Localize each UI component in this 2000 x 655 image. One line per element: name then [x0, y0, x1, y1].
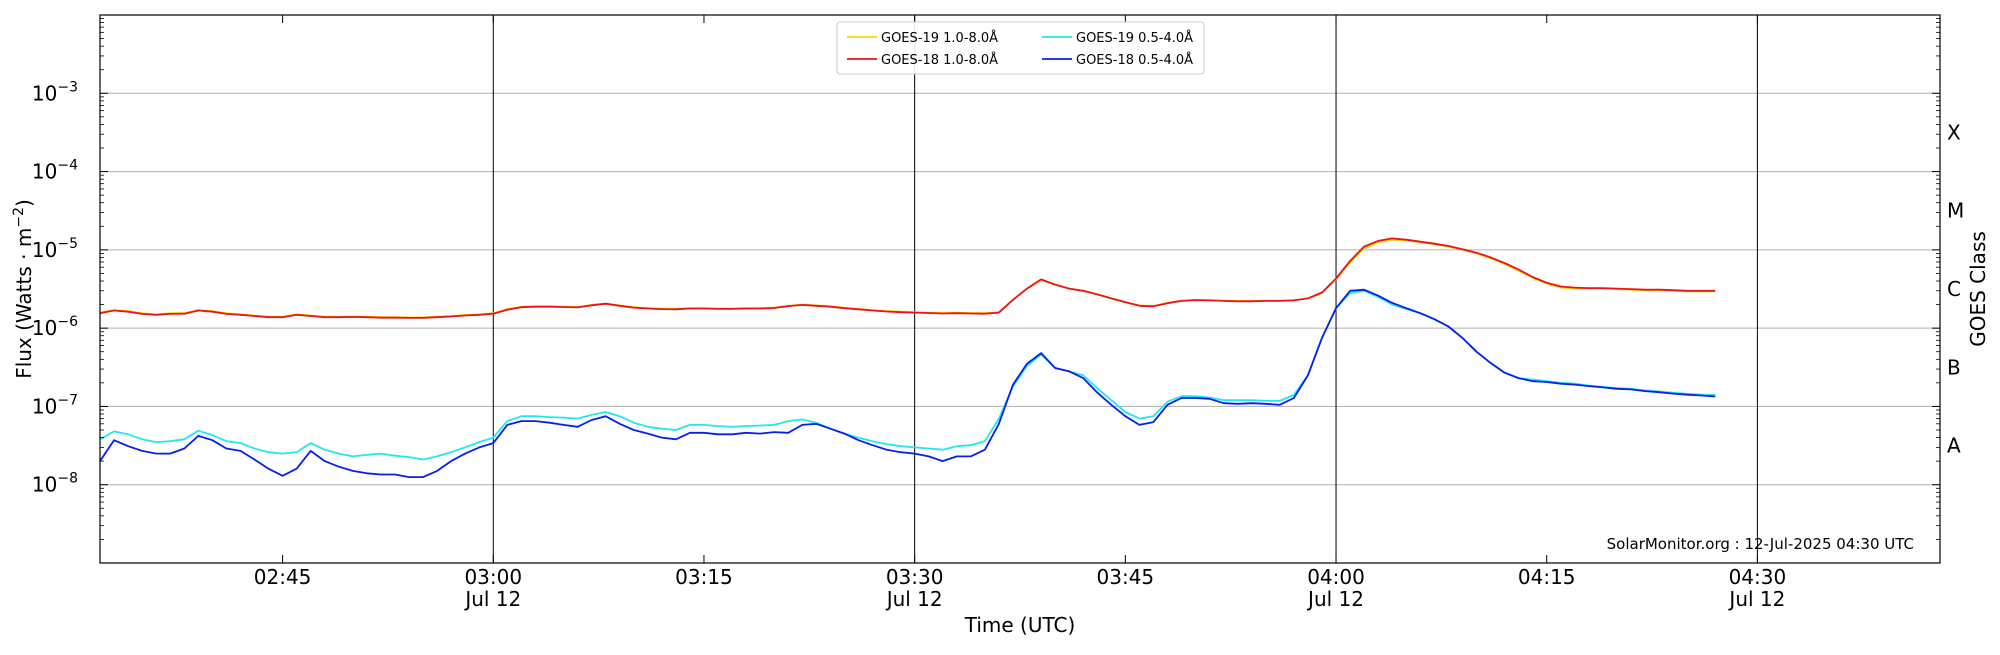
series-line: [99, 288, 1716, 479]
y-axis-label-main: Flux (Watts · m: [12, 228, 36, 379]
x-tick-date-label: Jul 12: [1727, 587, 1785, 611]
goes-class-label: X: [1947, 120, 1961, 144]
y-axis-label-exponent: −2: [11, 207, 27, 228]
y-tick-base: 10: [32, 394, 57, 418]
y-tick-base: 10: [32, 160, 57, 184]
y-tick-exponent: −4: [57, 158, 78, 174]
legend-label: GOES-19 0.5-4.0Å: [1076, 30, 1193, 46]
y-tick-label: 10−3: [32, 79, 78, 105]
y2-axis-label: GOES Class: [1966, 231, 1990, 347]
y-axis-ticks: 10−810−710−610−510−410−3: [32, 18, 1940, 540]
goes-class-label: A: [1947, 434, 1961, 458]
x-tick-label: 04:15: [1518, 565, 1576, 589]
source-annotation: SolarMonitor.org : 12-Jul-2025 04:30 UTC: [1607, 535, 1914, 553]
legend-label: GOES-19 1.0-8.0Å: [881, 30, 998, 46]
grid-lines: [100, 92, 1940, 486]
series-lines: [99, 237, 1716, 479]
series-line: [99, 237, 1716, 319]
goes-class-label: B: [1947, 355, 1961, 379]
y-tick-label: 10−4: [32, 158, 78, 184]
y-tick-base: 10: [32, 316, 57, 340]
y-tick-exponent: −5: [57, 236, 78, 252]
x-tick-label: 04:00: [1307, 565, 1365, 589]
x-tick-date-label: Jul 12: [1306, 587, 1364, 611]
y-tick-label: 10−6: [32, 314, 78, 340]
plot-frame: [99, 14, 1941, 564]
y-tick-base: 10: [32, 473, 57, 497]
x-tick-date-label: Jul 12: [463, 587, 521, 611]
y-tick-exponent: −7: [57, 392, 78, 408]
legend-box: [836, 21, 1205, 75]
x-tick-label: 03:30: [886, 565, 944, 589]
y-tick-label: 10−8: [32, 471, 78, 497]
legend: GOES-19 1.0-8.0Å GOES-18 1.0-8.0Å GOES-19 …: [836, 21, 1205, 75]
day-marker-lines: [492, 15, 1758, 563]
goes-class-label: C: [1947, 277, 1961, 301]
legend-label: GOES-18 0.5-4.0Å: [1076, 52, 1193, 68]
x-tick-label: 04:30: [1729, 565, 1787, 589]
x-tick-label: 02:45: [254, 565, 312, 589]
x-tick-date-label: Jul 12: [885, 587, 943, 611]
y-tick-exponent: −8: [57, 471, 78, 487]
y-tick-exponent: −3: [57, 79, 78, 95]
y-axis-label: Flux (Watts · m−2): [11, 199, 36, 379]
x-axis-label: Time (UTC): [964, 613, 1076, 637]
y-tick-base: 10: [32, 81, 57, 105]
x-tick-label: 03:45: [1097, 565, 1155, 589]
y-axis-label-close: ): [12, 199, 36, 207]
legend-label: GOES-18 1.0-8.0Å: [881, 52, 998, 68]
goes-class-labels: A B C M X: [1947, 120, 1964, 457]
y-tick-label: 10−5: [32, 236, 78, 262]
goes-class-label: M: [1947, 199, 1964, 223]
x-tick-label: 03:00: [464, 565, 522, 589]
x-tick-label: 03:15: [675, 565, 733, 589]
y-tick-base: 10: [32, 238, 57, 262]
y-tick-label: 10−7: [32, 392, 78, 418]
y-tick-exponent: −6: [57, 314, 78, 330]
